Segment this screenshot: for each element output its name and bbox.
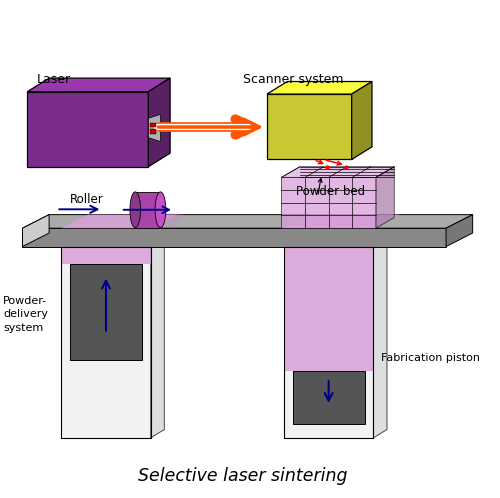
Text: Powder-
delivery
system: Powder- delivery system [3, 296, 48, 333]
Polygon shape [28, 92, 148, 167]
Polygon shape [148, 115, 160, 141]
Bar [70, 263, 142, 361]
Polygon shape [22, 215, 472, 228]
Polygon shape [446, 215, 472, 247]
Ellipse shape [130, 192, 140, 228]
Bar [284, 247, 374, 438]
Polygon shape [148, 78, 170, 167]
Text: Powder bed: Powder bed [296, 185, 365, 198]
Bar [284, 247, 374, 371]
Text: Selective laser sintering: Selective laser sintering [138, 467, 348, 485]
Bar [150, 123, 156, 127]
Polygon shape [352, 82, 372, 159]
Polygon shape [374, 239, 387, 438]
Bar [292, 371, 364, 424]
Polygon shape [284, 239, 387, 247]
Polygon shape [282, 167, 394, 177]
Polygon shape [133, 210, 184, 228]
Bar [282, 177, 376, 228]
Polygon shape [28, 78, 170, 92]
Bar [61, 247, 151, 263]
Polygon shape [22, 228, 446, 247]
Polygon shape [284, 215, 400, 228]
Polygon shape [267, 94, 351, 159]
Polygon shape [61, 239, 164, 247]
Text: Fabrication piston: Fabrication piston [380, 353, 480, 363]
Text: Scanner system: Scanner system [242, 73, 343, 87]
Bar [284, 247, 374, 438]
Bar [150, 129, 156, 134]
Polygon shape [61, 215, 178, 228]
Text: Roller: Roller [70, 193, 103, 206]
Ellipse shape [155, 192, 166, 228]
Polygon shape [267, 82, 372, 94]
Bar [136, 192, 160, 228]
Polygon shape [22, 215, 49, 247]
Polygon shape [376, 167, 394, 228]
Bar [61, 247, 151, 438]
Polygon shape [151, 239, 164, 438]
Text: Laser: Laser [37, 73, 71, 87]
Bar [61, 247, 151, 438]
